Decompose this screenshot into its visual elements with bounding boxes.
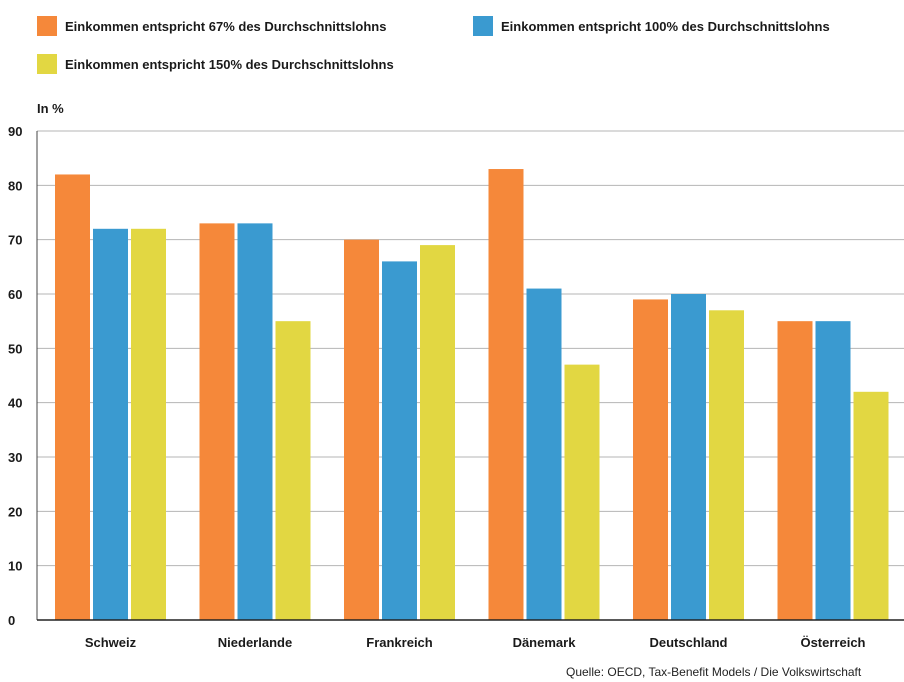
bar xyxy=(420,245,455,620)
bar xyxy=(777,321,813,620)
y-tick-label: 0 xyxy=(8,613,15,628)
bar xyxy=(853,391,889,620)
legend-item-150: Einkommen entspricht 150% des Durchschni… xyxy=(37,54,394,74)
x-tick-label: Dänemark xyxy=(513,635,577,650)
bar xyxy=(344,239,379,620)
x-tick-label: Frankreich xyxy=(366,635,433,650)
y-tick-label: 70 xyxy=(8,233,22,248)
x-tick-label: Niederlande xyxy=(218,635,292,650)
y-tick-label: 20 xyxy=(8,504,22,519)
y-tick-label: 50 xyxy=(8,341,22,356)
x-tick-label: Österreich xyxy=(800,635,865,650)
legend-label-67: Einkommen entspricht 67% des Durchschnit… xyxy=(65,18,387,34)
bar xyxy=(131,228,166,621)
y-tick-label: 10 xyxy=(8,559,22,574)
bar xyxy=(275,321,311,620)
bar xyxy=(488,169,524,621)
legend-swatch-yellow xyxy=(37,54,57,74)
source-note: Quelle: OECD, Tax-Benefit Models / Die V… xyxy=(566,665,862,679)
legend-label-100: Einkommen entspricht 100% des Durchschni… xyxy=(501,18,830,34)
y-tick-label: 30 xyxy=(8,450,22,465)
legend-item-100: Einkommen entspricht 100% des Durchschni… xyxy=(473,16,830,36)
bar xyxy=(526,288,562,620)
y-tick-label: 90 xyxy=(8,124,22,139)
y-tick-label: 80 xyxy=(8,178,22,193)
legend-swatch-blue xyxy=(473,16,493,36)
bar xyxy=(709,310,744,620)
legend-item-67: Einkommen entspricht 67% des Durchschnit… xyxy=(37,16,386,36)
x-tick-label: Deutschland xyxy=(649,635,727,650)
bar xyxy=(671,294,706,620)
bar xyxy=(237,223,273,620)
bar xyxy=(93,228,128,621)
bar xyxy=(199,223,235,620)
bar xyxy=(633,299,668,620)
x-tick-label: Schweiz xyxy=(85,635,137,650)
bar xyxy=(382,261,417,620)
bar xyxy=(815,321,851,620)
bar xyxy=(564,364,600,620)
bar xyxy=(55,174,90,620)
y-axis-unit-label: In % xyxy=(37,101,64,116)
legend-swatch-orange xyxy=(37,16,57,36)
y-tick-label: 60 xyxy=(8,287,22,302)
legend-label-150: Einkommen entspricht 150% des Durchschni… xyxy=(65,56,394,72)
y-tick-label: 40 xyxy=(8,396,22,411)
